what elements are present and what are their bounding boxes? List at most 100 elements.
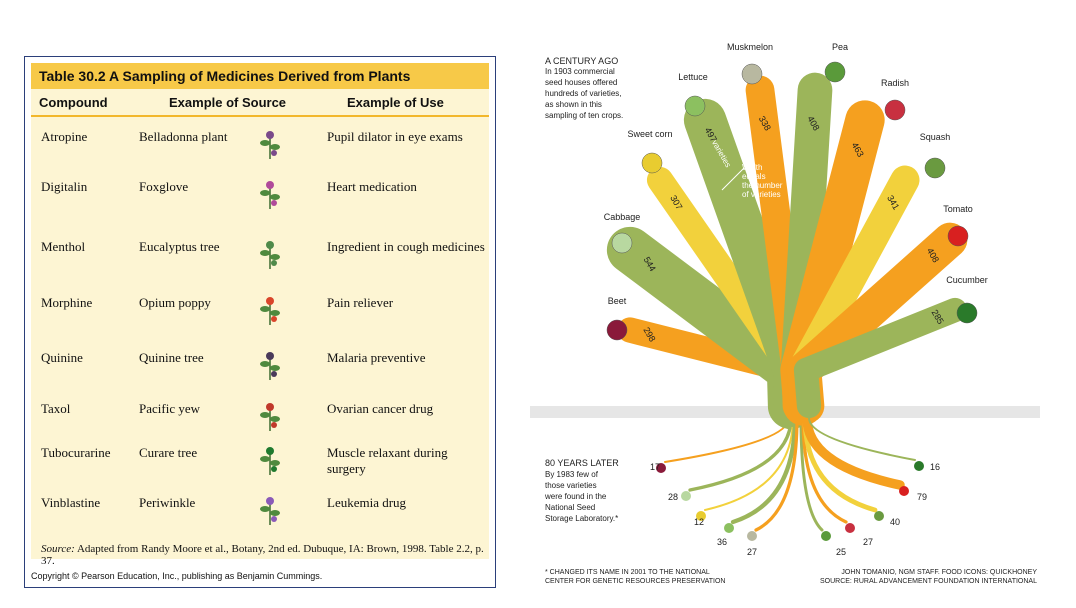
crop-label: Lettuce bbox=[678, 72, 708, 82]
row-source: Belladonna plant bbox=[139, 129, 228, 144]
cabbage-icon bbox=[611, 232, 633, 254]
row-source: Eucalyptus tree bbox=[139, 239, 220, 254]
top-text: seed houses offered bbox=[545, 78, 617, 87]
row-source: Foxglove bbox=[139, 179, 189, 194]
curare-leaf-icon bbox=[260, 447, 280, 475]
source-note: Source: Adapted from Randy Moore et al.,… bbox=[41, 543, 489, 567]
value-1983: 27 bbox=[747, 547, 757, 557]
beet-icon bbox=[606, 319, 628, 341]
pea-icon bbox=[824, 61, 846, 83]
crop-label: Cabbage bbox=[604, 212, 641, 222]
top-text: as shown in this bbox=[545, 100, 602, 109]
width-note: the number bbox=[742, 181, 783, 190]
foxglove-icon bbox=[260, 181, 280, 209]
column-header-compound: Compound bbox=[39, 95, 108, 110]
belladonna-icon bbox=[260, 131, 280, 159]
bottom-heading: 80 YEARS LATER bbox=[545, 458, 619, 468]
table-title: Table 30.2 A Sampling of Medicines Deriv… bbox=[31, 63, 489, 89]
column-header-source: Example of Source bbox=[169, 95, 287, 110]
cucumber-small-icon bbox=[914, 461, 924, 471]
source-text: Adapted from Randy Moore et al., Botany,… bbox=[41, 543, 484, 567]
squash-icon bbox=[924, 157, 946, 179]
value-1983: 36 bbox=[717, 537, 727, 547]
value-1983: 28 bbox=[668, 492, 678, 502]
squash-small-icon bbox=[874, 511, 884, 521]
row-compound: Menthol bbox=[41, 239, 86, 254]
value-1983: 40 bbox=[890, 517, 900, 527]
row-use: Pain reliever bbox=[327, 295, 394, 310]
top-text: sampling of ten crops. bbox=[545, 111, 623, 120]
lettuce-icon bbox=[684, 95, 706, 117]
bottom-text: National Seed bbox=[545, 503, 595, 512]
width-note: of varieties bbox=[742, 190, 781, 199]
value-1983: 79 bbox=[917, 492, 927, 502]
value-1983: 12 bbox=[694, 517, 704, 527]
crop-label: Tomato bbox=[943, 204, 973, 214]
beet-small-icon bbox=[656, 463, 666, 473]
footnote: * CHANGED ITS NAME IN 2001 TO THE NATION… bbox=[545, 569, 710, 576]
tomato-icon bbox=[947, 225, 969, 247]
column-header-use: Example of Use bbox=[347, 95, 444, 110]
crop-label: Cucumber bbox=[946, 275, 988, 285]
muskmelon-icon bbox=[741, 63, 763, 85]
row-compound: Vinblastine bbox=[41, 495, 101, 510]
arrow-1983-radish bbox=[801, 416, 848, 524]
row-source: Pacific yew bbox=[139, 401, 201, 416]
medicine-table-panel: Table 30.2 A Sampling of Medicines Deriv… bbox=[24, 56, 496, 588]
row-use: Leukemia drug bbox=[327, 495, 407, 510]
arrow-1983-lettuce bbox=[730, 415, 798, 525]
crop-label: Beet bbox=[608, 296, 627, 306]
cabbage-small-icon bbox=[681, 491, 691, 501]
crop-label: Radish bbox=[881, 78, 909, 88]
width-arrow bbox=[721, 167, 745, 191]
row-compound: Digitalin bbox=[41, 179, 88, 194]
muskmelon-small-icon bbox=[747, 531, 757, 541]
arrow-1983-tomato bbox=[802, 413, 905, 490]
arrow-1983-cabbage bbox=[688, 416, 793, 492]
arrow-1983-cucumber bbox=[808, 417, 916, 461]
value-1983: 16 bbox=[930, 462, 940, 472]
credit: SOURCE: RURAL ADVANCEMENT FOUNDATION INT… bbox=[820, 578, 1037, 585]
row-use: Pupil dilator in eye exams bbox=[327, 129, 463, 144]
row-use: Ingredient in cough medicines bbox=[327, 239, 485, 254]
row-source: Periwinkle bbox=[139, 495, 196, 510]
bar-1903-cucumber bbox=[793, 297, 968, 419]
source-label: Source: bbox=[41, 543, 75, 555]
row-source: Curare tree bbox=[139, 445, 198, 460]
row-compound: Quinine bbox=[41, 350, 83, 365]
crop-label: Pea bbox=[832, 42, 848, 52]
bottom-text: were found in the bbox=[544, 492, 607, 501]
arrow-1983-sweet-corn bbox=[704, 417, 794, 511]
cucumber-icon bbox=[956, 302, 978, 324]
row-compound: Taxol bbox=[41, 401, 71, 416]
crop-label: Squash bbox=[920, 132, 951, 142]
width-note: Width bbox=[742, 163, 762, 172]
bottom-text: By 1983 few of bbox=[545, 470, 599, 479]
row-use: Malaria preventive bbox=[327, 350, 426, 365]
arrow-1983-pea bbox=[799, 416, 824, 532]
top-heading: A CENTURY AGO bbox=[545, 56, 618, 66]
sweet-corn-small-icon bbox=[696, 511, 706, 521]
arrow-1983-beet bbox=[663, 416, 791, 464]
radish-icon bbox=[884, 99, 906, 121]
quinine-tree-icon bbox=[260, 352, 280, 380]
copyright: Copyright © Pearson Education, Inc., pub… bbox=[31, 571, 323, 581]
arrow-1983-muskmelon bbox=[754, 416, 799, 532]
lettuce-small-icon bbox=[724, 523, 734, 533]
row-use: Heart medication bbox=[327, 179, 417, 194]
row-compound: Morphine bbox=[41, 295, 93, 310]
row-source: Quinine tree bbox=[139, 350, 204, 365]
poppy-icon bbox=[260, 297, 280, 325]
tomato-small-icon bbox=[899, 486, 909, 496]
table-body: Table 30.2 A Sampling of Medicines Deriv… bbox=[31, 63, 489, 567]
yew-icon bbox=[260, 403, 280, 431]
crop-label: Sweet corn bbox=[627, 129, 672, 139]
row-compound: Atropine bbox=[41, 129, 88, 144]
crop-label: Muskmelon bbox=[727, 42, 773, 52]
footnote: CENTER FOR GENETIC RESOURCES PRESERVATIO… bbox=[545, 578, 725, 585]
width-note: equals bbox=[742, 172, 766, 181]
row-use: Ovarian cancer drug bbox=[327, 401, 434, 416]
periwinkle-icon bbox=[260, 497, 280, 525]
top-text: hundreds of varieties, bbox=[545, 89, 622, 98]
